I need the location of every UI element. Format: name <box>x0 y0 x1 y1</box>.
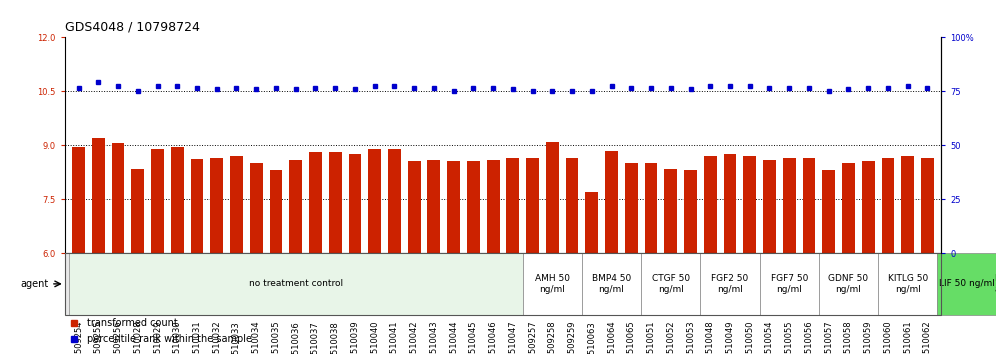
Bar <box>783 158 796 253</box>
Bar <box>664 169 677 253</box>
Text: BMP4 50
ng/ml: BMP4 50 ng/ml <box>592 274 631 293</box>
Bar <box>641 253 700 314</box>
Bar <box>819 253 878 314</box>
Bar <box>72 147 85 253</box>
Text: KITLG 50
ng/ml: KITLG 50 ng/ml <box>887 274 928 293</box>
Text: transformed count: transformed count <box>87 318 177 327</box>
Bar <box>803 158 816 253</box>
Bar <box>210 158 223 253</box>
Bar <box>250 163 263 253</box>
Bar <box>842 163 855 253</box>
Bar <box>190 159 203 253</box>
Text: GDS4048 / 10798724: GDS4048 / 10798724 <box>65 21 199 34</box>
Text: PDGF alfa bet
a hd 50 ng/ml: PDGF alfa bet a hd 50 ng/ml <box>995 274 996 293</box>
Bar <box>526 158 539 253</box>
Bar <box>723 154 736 253</box>
Bar <box>760 253 819 314</box>
Text: FGF7 50
ng/ml: FGF7 50 ng/ml <box>771 274 808 293</box>
Bar <box>151 149 164 253</box>
Bar <box>329 153 342 253</box>
Text: CTGF 50
ng/ml: CTGF 50 ng/ml <box>651 274 690 293</box>
Text: no treatment control: no treatment control <box>249 279 343 289</box>
Text: LIF 50 ng/ml: LIF 50 ng/ml <box>939 279 995 289</box>
Bar <box>506 158 519 253</box>
Bar <box>289 160 302 253</box>
Text: agent: agent <box>21 279 49 289</box>
Bar <box>487 160 500 253</box>
Bar <box>112 143 124 253</box>
Bar <box>684 170 697 253</box>
Bar <box>388 149 400 253</box>
Bar <box>878 253 937 314</box>
Bar <box>131 169 144 253</box>
Bar <box>823 170 835 253</box>
Bar <box>582 253 641 314</box>
Bar <box>349 154 362 253</box>
Bar <box>523 253 582 314</box>
Bar <box>606 150 618 253</box>
Bar <box>309 152 322 253</box>
Bar <box>743 156 756 253</box>
Bar <box>704 156 717 253</box>
Bar <box>862 161 874 253</box>
Bar <box>447 161 460 253</box>
Bar <box>369 149 381 253</box>
Bar <box>467 161 480 253</box>
Bar <box>566 158 579 253</box>
Bar <box>644 163 657 253</box>
Bar <box>700 253 760 314</box>
Bar <box>624 163 637 253</box>
Text: FGF2 50
ng/ml: FGF2 50 ng/ml <box>711 274 749 293</box>
Text: GDNF 50
ng/ml: GDNF 50 ng/ml <box>829 274 869 293</box>
Text: AMH 50
ng/ml: AMH 50 ng/ml <box>535 274 570 293</box>
Bar <box>763 160 776 253</box>
Bar <box>427 160 440 253</box>
Bar <box>901 156 914 253</box>
Bar <box>546 142 559 253</box>
Bar <box>407 161 420 253</box>
Bar <box>171 147 183 253</box>
Bar <box>92 138 105 253</box>
Bar <box>586 192 599 253</box>
Bar <box>921 158 934 253</box>
Text: percentile rank within the sample: percentile rank within the sample <box>87 334 252 344</box>
Bar <box>230 156 243 253</box>
Bar <box>270 170 283 253</box>
Bar <box>881 158 894 253</box>
Bar <box>937 253 996 314</box>
Bar <box>69 253 523 314</box>
